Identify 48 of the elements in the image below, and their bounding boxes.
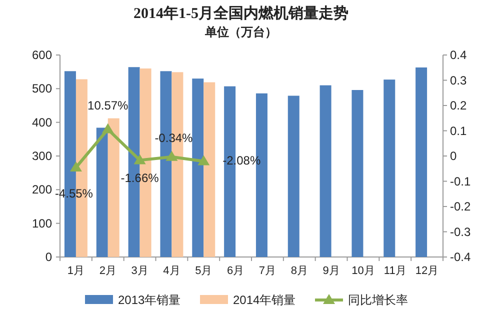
legend-label: 同比增长率 [348,293,408,307]
point [134,154,146,164]
y-tick-label: 100 [32,216,52,230]
y-tick-label: 0 [45,250,52,264]
x-tick-label: 11月 [384,265,406,277]
bar [108,118,120,257]
x-tick-label: 4月 [163,265,180,277]
y2-tick-label: -0.3 [450,224,472,239]
chart-subtitle: 单位（万台） [204,25,277,39]
bar [96,128,108,257]
x-tick-label: 9月 [322,265,340,277]
y-tick-label: 600 [32,48,52,62]
point [166,150,178,161]
bar [288,96,300,257]
bar [204,82,216,257]
x-tick-label: 3月 [131,265,148,277]
chart-title: 2014年1-5月全国内燃机销量走势 [134,5,348,22]
y2-tick-label: -0.2 [450,200,472,214]
y2-tick-label: 0.1 [450,124,468,138]
y2-tick-label: 0.4 [450,48,468,62]
y2-tick-label: -0.1 [450,174,472,188]
point [70,161,82,172]
bar [352,90,364,257]
y-tick-label: 400 [32,115,52,130]
x-tick-label: 1月 [67,265,85,277]
legend-label: 2014年销量 [233,293,296,307]
y-tick-label: 500 [32,82,52,96]
y2-tick-label: 0.3 [450,73,468,88]
bar [384,80,396,257]
point [198,155,210,166]
y2-tick-label: -0.4 [450,250,472,264]
legend-label: 2013年销量 [118,293,181,307]
bar [320,85,332,257]
x-tick-label: 7月 [258,265,276,277]
x-tick-label: 5月 [195,265,212,277]
y2-tick-label: 0.2 [450,98,468,112]
point [102,123,114,134]
y-tick-label: 300 [32,149,52,163]
bar [416,67,428,257]
x-tick-label: 10月 [352,265,375,277]
x-tick-label: 12月 [415,265,439,277]
y2-tick-label: 0 [450,149,457,163]
data-label: 10.57% [88,98,129,112]
bar [192,78,204,257]
x-tick-label: 6月 [226,265,244,277]
y-tick-label: 200 [32,182,52,197]
x-tick-label: 2月 [99,265,116,277]
x-tick-label: 8月 [290,265,308,277]
